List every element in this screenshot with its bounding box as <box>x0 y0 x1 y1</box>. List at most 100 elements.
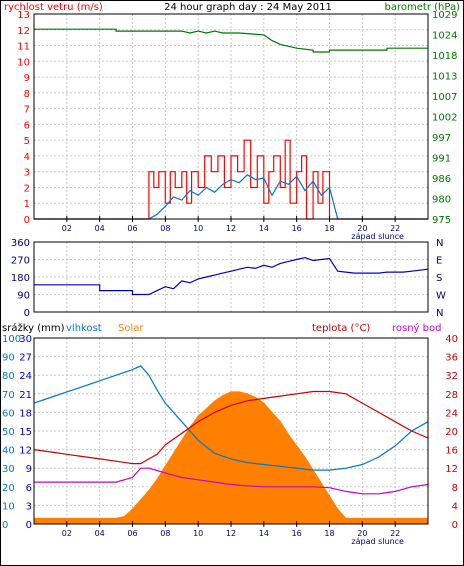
x-tick-label: 14 <box>259 224 269 233</box>
y-tick-label: 1024 <box>432 31 457 42</box>
chart3-series-line-2 <box>33 390 429 465</box>
y-tick-label: 0 <box>24 308 30 319</box>
y-tick-label: 1007 <box>432 92 457 103</box>
y-tick-label: 28 <box>445 390 458 401</box>
y-tick-label: 0 <box>2 520 8 531</box>
x-tick-label: 02 <box>62 224 72 233</box>
y-tick-label: 36 <box>445 353 458 364</box>
chart1-series-line-1 <box>34 139 428 220</box>
y-tick-label: 7 <box>24 105 30 116</box>
chart3-series-line-1 <box>33 365 429 471</box>
chart3-tick-labels: 02 04 06 08 10 12 14 16 18 20 22010203040506070809… <box>2 334 458 538</box>
x-tick-label: 22 <box>390 224 400 233</box>
y-tick-label: N <box>436 308 443 319</box>
chart3-label-temp: teplota (°C) <box>312 323 370 334</box>
chart1-tick-labels: 02 04 06 08 10 12 14 16 18 20 22012345678910111213… <box>17 10 457 233</box>
y-tick-label: 3 <box>26 501 32 512</box>
y-tick-label: 30 <box>19 334 32 345</box>
x-tick-label: 16 <box>292 224 302 233</box>
y-tick-label: 1002 <box>432 113 457 124</box>
chart3-label-humidity: vlhkost <box>66 323 102 334</box>
y-tick-label: 16 <box>445 446 458 457</box>
y-tick-label: 12 <box>17 26 30 37</box>
x-tick-label: 04 <box>95 529 105 538</box>
y-tick-label: W <box>436 291 446 302</box>
chart1-series <box>34 28 428 220</box>
y-tick-label: 10 <box>2 501 15 512</box>
x-tick-label: 20 <box>357 529 367 538</box>
y-tick-label: 0 <box>26 520 32 531</box>
y-tick-label: 15 <box>19 427 32 438</box>
y-tick-label: 70 <box>2 390 15 401</box>
y-tick-label: 90 <box>17 291 30 302</box>
chart2-series <box>34 256 429 296</box>
y-tick-label: 0 <box>452 520 458 531</box>
y-tick-label: 50 <box>2 427 15 438</box>
y-tick-label: 180 <box>11 273 30 284</box>
chart3-label-rain: srážky (mm) <box>2 322 65 334</box>
y-tick-label: 27 <box>19 353 32 364</box>
y-tick-label: 4 <box>24 152 30 163</box>
y-tick-label: 30 <box>2 464 15 475</box>
y-tick-label: 1 <box>24 199 30 210</box>
y-tick-label: 1018 <box>432 51 457 62</box>
y-tick-label: 21 <box>19 390 32 401</box>
y-tick-label: 980 <box>432 195 451 206</box>
chart2-series-line-0 <box>34 256 429 296</box>
y-tick-label: 10 <box>17 57 30 68</box>
x-tick-label: 14 <box>259 529 269 538</box>
y-tick-label: E <box>436 256 442 267</box>
y-tick-label: 2 <box>24 183 30 194</box>
chart3-series <box>33 365 429 525</box>
chart1-sunset-label: západ slunce <box>351 232 404 241</box>
y-tick-label: 9 <box>24 73 30 84</box>
y-tick-label: 60 <box>2 408 15 419</box>
y-tick-label: 13 <box>17 10 30 21</box>
y-tick-label: S <box>436 273 442 284</box>
y-tick-label: 11 <box>17 42 30 53</box>
x-tick-label: 02 <box>62 529 72 538</box>
chart1-series-line-2 <box>34 174 428 220</box>
y-tick-label: 80 <box>2 371 15 382</box>
y-tick-label: 1013 <box>432 72 457 83</box>
y-tick-label: 997 <box>432 133 451 144</box>
y-tick-label: 1029 <box>432 10 457 21</box>
x-tick-label: 20 <box>357 224 367 233</box>
y-tick-label: 5 <box>24 136 30 147</box>
x-tick-label: 22 <box>390 529 400 538</box>
y-tick-label: 6 <box>26 483 32 494</box>
chart3-label-solar: Solar <box>118 323 144 334</box>
x-tick-label: 16 <box>292 529 302 538</box>
chart3-sunset-label: západ slunce <box>351 537 404 546</box>
x-tick-label: 18 <box>324 224 334 233</box>
chart2-grid <box>34 242 428 312</box>
y-tick-label: 12 <box>19 446 32 457</box>
y-tick-label: 100 <box>2 334 21 345</box>
y-tick-label: 32 <box>445 371 458 382</box>
y-tick-label: 8 <box>24 89 30 100</box>
y-tick-label: 90 <box>2 353 15 364</box>
y-tick-label: 40 <box>445 334 458 345</box>
y-tick-label: 24 <box>19 371 32 382</box>
chart1-ylabel-left: rychlost vetru (m/s) <box>4 2 103 13</box>
y-tick-label: 9 <box>26 464 32 475</box>
chart1-series-line-0 <box>34 28 428 53</box>
y-tick-label: 24 <box>445 408 458 419</box>
x-tick-label: 12 <box>226 529 236 538</box>
x-tick-label: 18 <box>324 529 334 538</box>
x-tick-label: 10 <box>193 529 203 538</box>
y-tick-label: 975 <box>432 215 451 226</box>
y-tick-label: 12 <box>445 464 458 475</box>
y-tick-label: 360 <box>11 238 30 249</box>
y-tick-label: 20 <box>445 427 458 438</box>
chart2-plot-frame <box>33 241 429 313</box>
chart3-series-line-3 <box>34 467 429 495</box>
y-tick-label: 4 <box>452 501 458 512</box>
y-tick-label: N <box>436 238 443 249</box>
y-tick-label: 18 <box>19 408 32 419</box>
y-tick-label: 20 <box>2 483 15 494</box>
x-tick-label: 12 <box>226 224 236 233</box>
chart3-solar-area <box>33 391 429 525</box>
